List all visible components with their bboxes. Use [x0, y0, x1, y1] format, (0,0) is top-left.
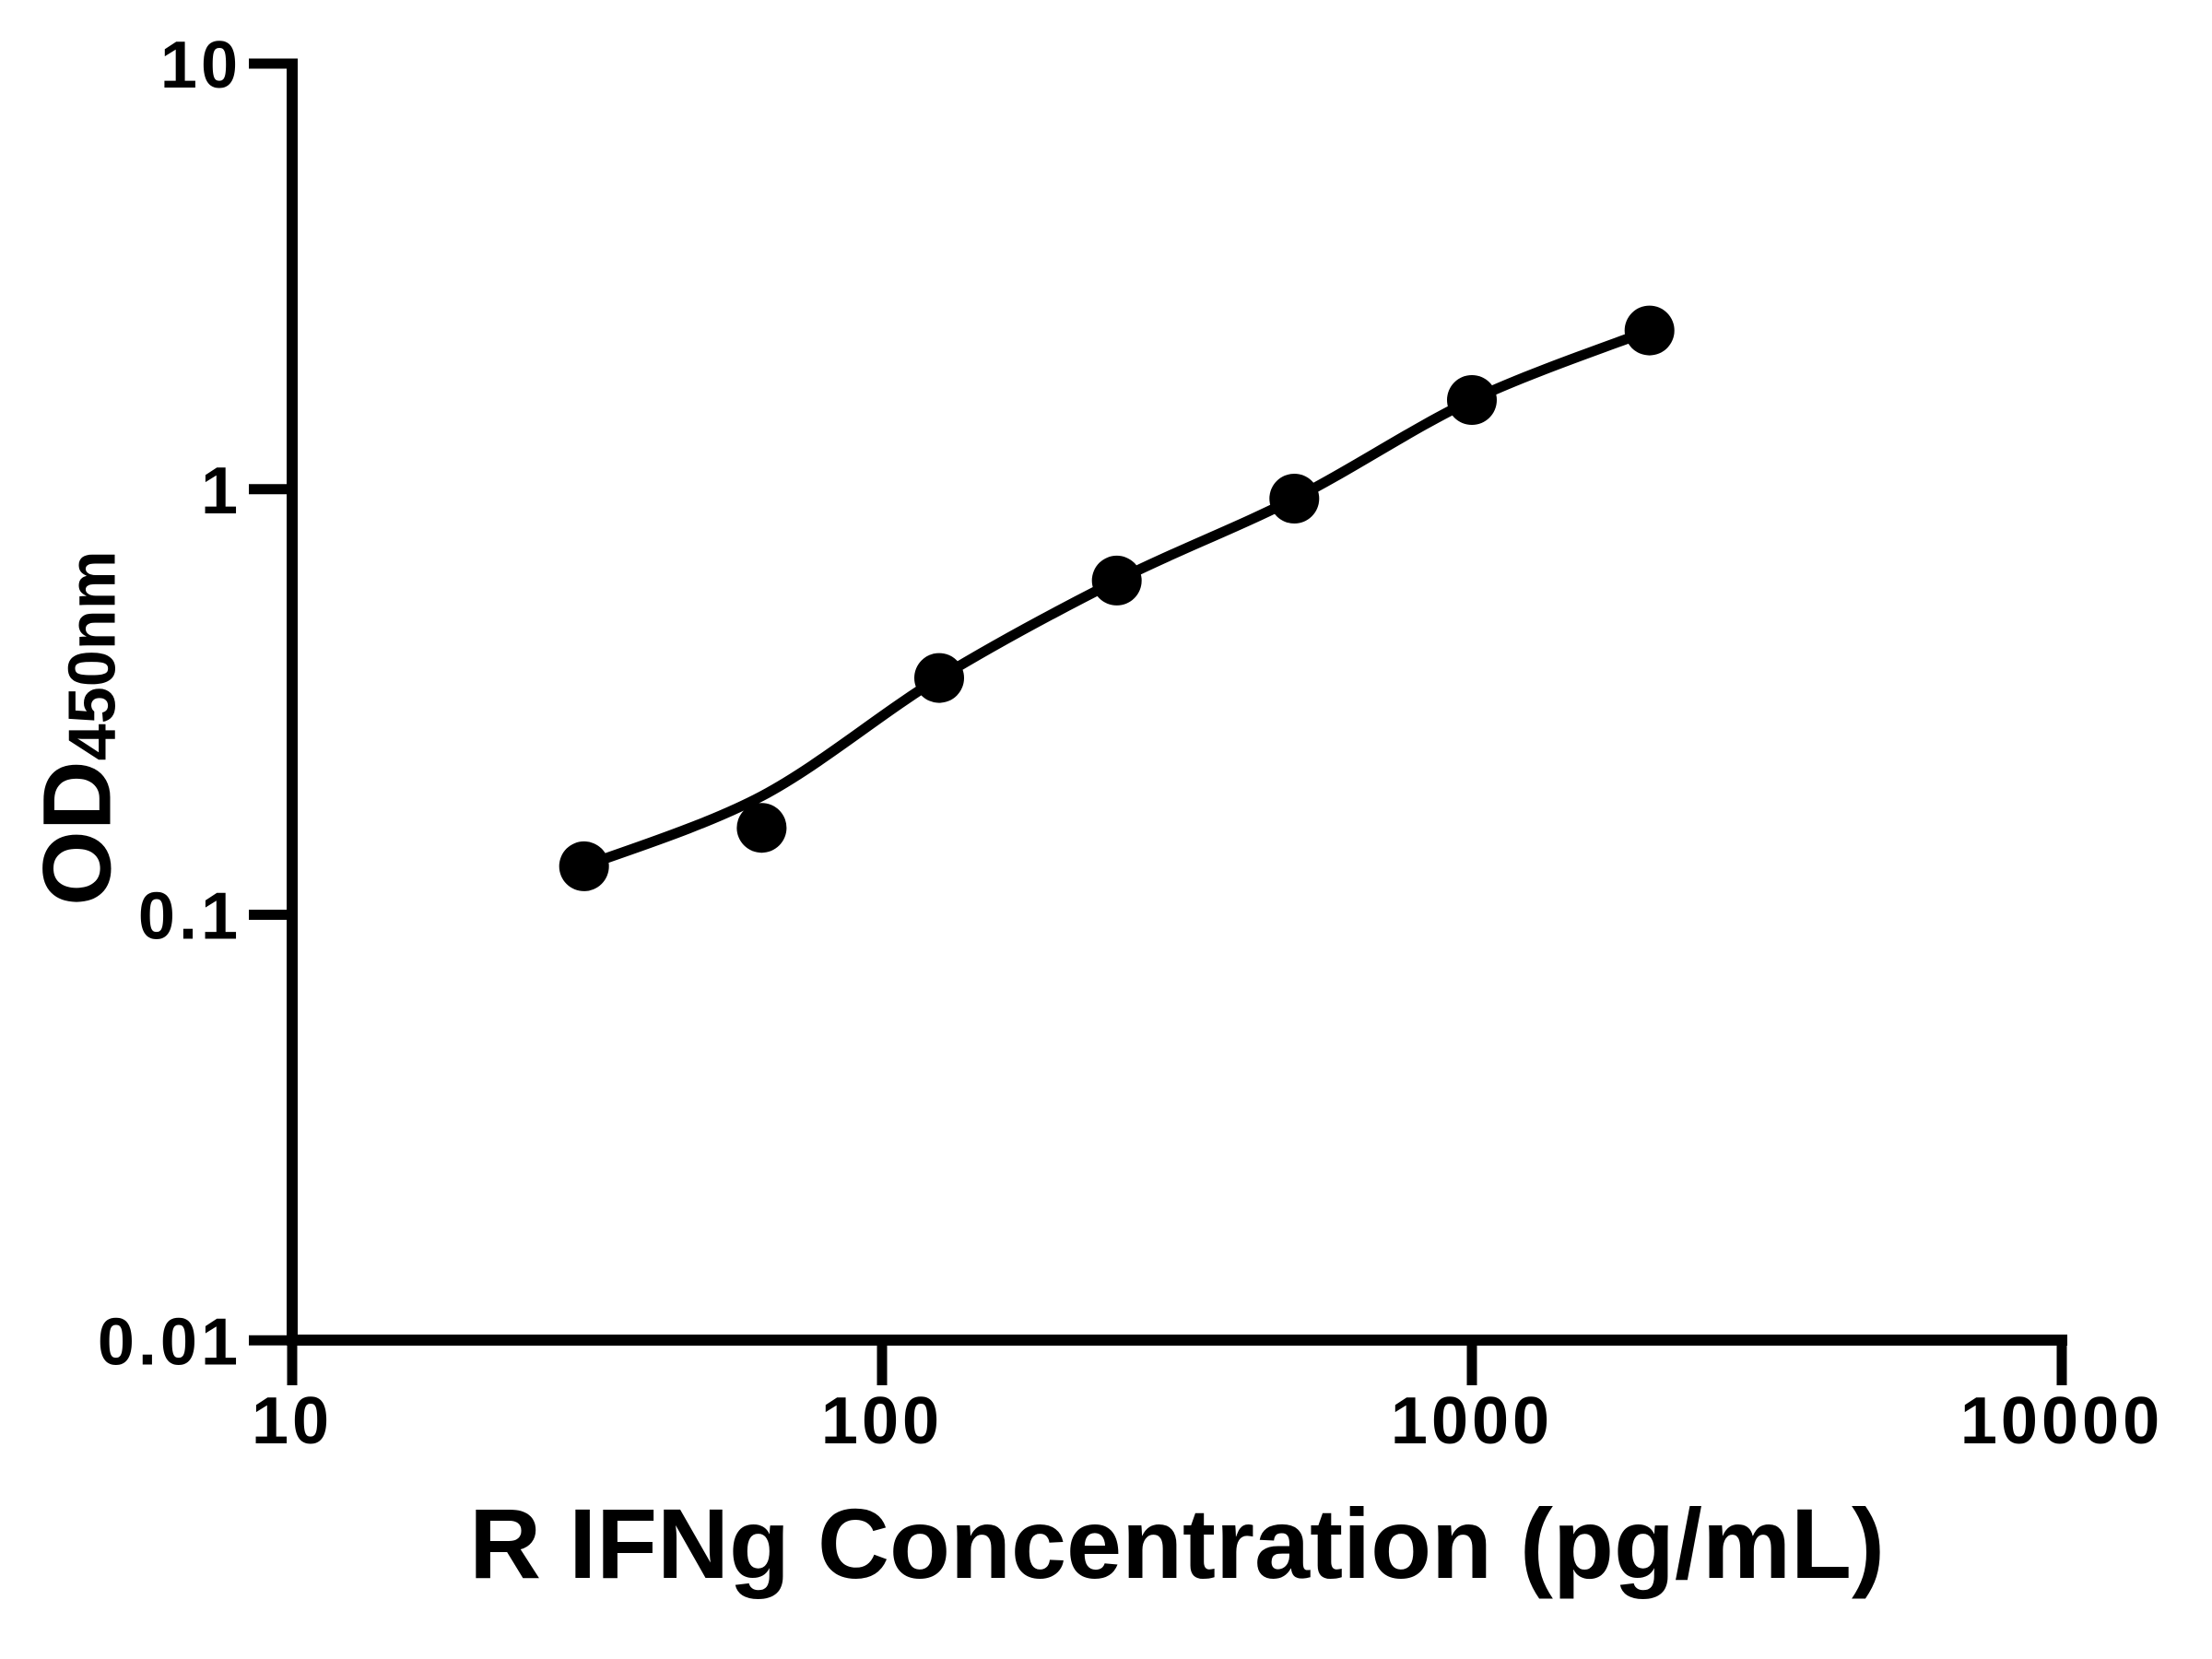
y-tick-label: 1: [201, 454, 241, 528]
data-point: [1624, 305, 1675, 356]
data-point: [914, 653, 964, 703]
x-axis-title: R IFNg Concentration (pg/mL): [469, 1488, 1885, 1599]
x-tick-label: 100: [821, 1384, 943, 1458]
y-axis-title: OD450nm: [24, 550, 132, 906]
x-tick-label: 1000: [1391, 1384, 1553, 1458]
y-tick-label: 0.01: [98, 1305, 241, 1379]
y-tick-label: 10: [160, 29, 241, 102]
data-point: [736, 803, 787, 853]
y-axis-title-main: OD: [23, 760, 132, 906]
data-point: [1447, 375, 1497, 425]
y-tick-label: 0.1: [138, 880, 241, 954]
x-tick-label: 10: [252, 1384, 333, 1458]
x-tick-label: 10000: [1960, 1384, 2163, 1458]
data-point: [1269, 474, 1320, 524]
data-point: [559, 841, 609, 891]
y-axis-title-sub: 450nm: [55, 550, 130, 761]
data-point: [1091, 555, 1142, 606]
